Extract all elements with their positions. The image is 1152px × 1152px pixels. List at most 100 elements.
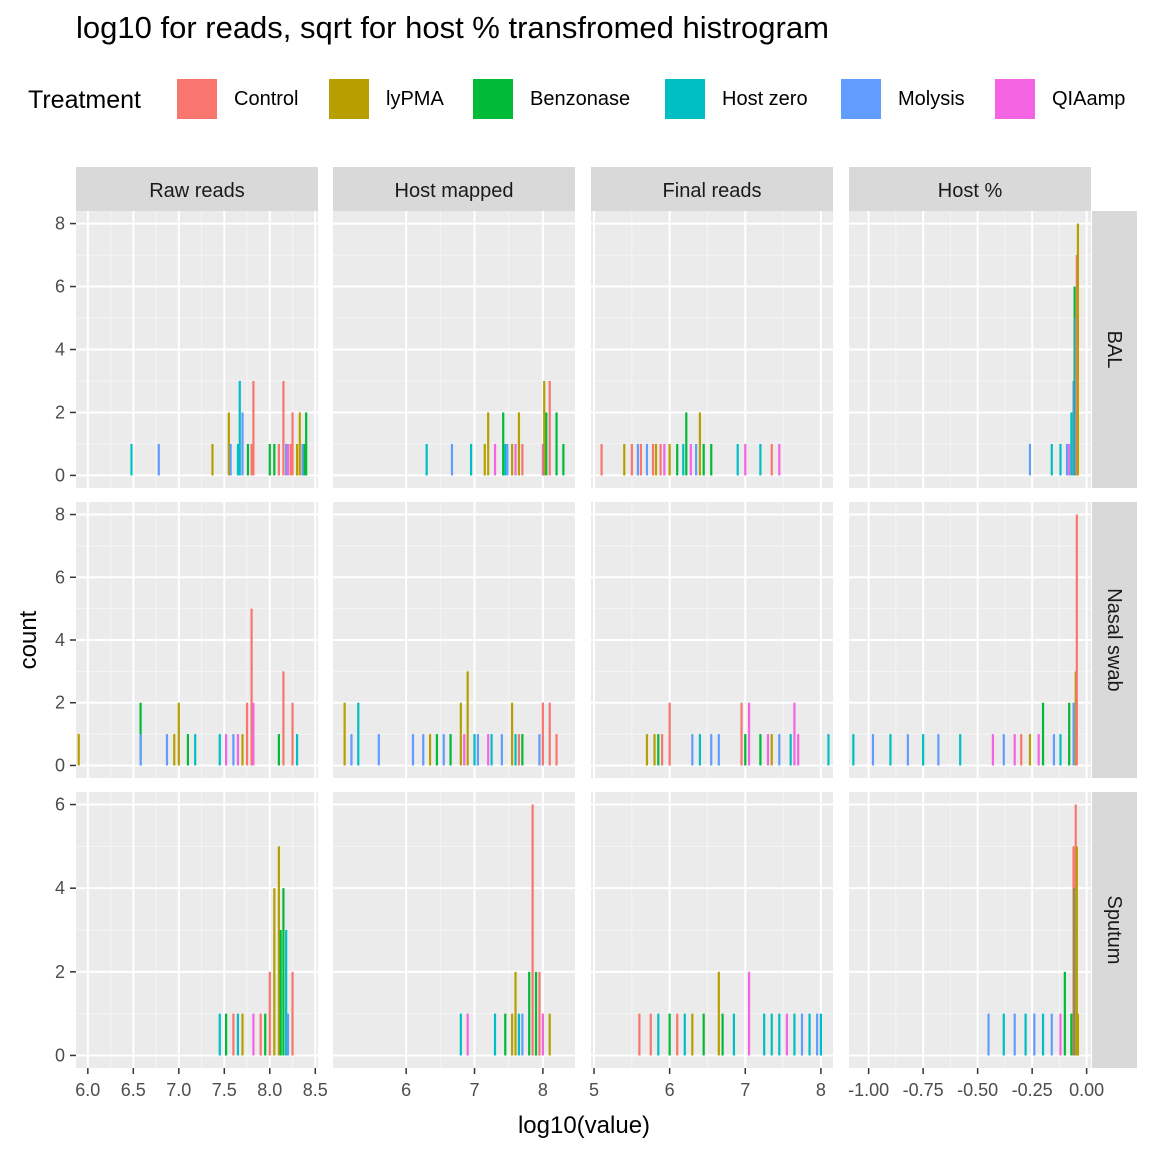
y-tick-label: 8 bbox=[55, 505, 65, 525]
histogram-bar bbox=[442, 734, 445, 766]
histogram-bar bbox=[295, 443, 299, 476]
histogram-bar bbox=[493, 443, 497, 476]
histogram-bar bbox=[282, 671, 285, 766]
histogram-bar bbox=[702, 443, 705, 476]
x-tick-label: 8.0 bbox=[257, 1080, 282, 1100]
histogram-bar bbox=[521, 443, 524, 476]
histogram-bar bbox=[252, 380, 255, 476]
histogram-bar bbox=[473, 734, 476, 766]
histogram-bar bbox=[476, 734, 480, 766]
histogram-bar bbox=[250, 608, 253, 766]
y-tick-label: 4 bbox=[55, 340, 65, 360]
x-tick-label: 6.5 bbox=[121, 1080, 146, 1100]
y-tick-label: 6 bbox=[55, 795, 65, 815]
histogram-bar bbox=[422, 734, 425, 766]
histogram-bar bbox=[268, 971, 271, 1056]
histogram-bar bbox=[528, 971, 531, 1056]
histogram-bar bbox=[1052, 734, 1056, 766]
histogram-bar bbox=[291, 971, 294, 1056]
histogram-bar bbox=[232, 734, 235, 766]
histogram-bar bbox=[1076, 223, 1080, 476]
x-tick-label: -0.50 bbox=[957, 1080, 998, 1100]
histogram-bar bbox=[717, 734, 720, 766]
histogram-bar bbox=[459, 1013, 462, 1056]
x-tick-label: -0.75 bbox=[903, 1080, 944, 1100]
histogram-bar bbox=[236, 1013, 240, 1056]
histogram-bar bbox=[301, 443, 304, 476]
histogram-bar bbox=[245, 702, 249, 766]
histogram-bar bbox=[531, 804, 534, 1056]
histogram-bar bbox=[668, 702, 671, 766]
histogram-bar bbox=[543, 380, 546, 476]
histogram-bar bbox=[654, 443, 658, 476]
histogram-bar bbox=[691, 1013, 694, 1056]
histogram-bar bbox=[246, 443, 250, 476]
histogram-bar bbox=[852, 734, 855, 766]
histogram-bar bbox=[259, 1013, 262, 1056]
histogram-bar bbox=[305, 412, 308, 476]
histogram-bar bbox=[685, 412, 688, 476]
histogram-bar bbox=[763, 1013, 766, 1056]
histogram-bar bbox=[466, 671, 469, 766]
histogram-bar bbox=[541, 443, 544, 476]
histogram-bar bbox=[411, 734, 415, 766]
histogram-bar bbox=[1013, 734, 1016, 766]
histogram-bar bbox=[463, 734, 466, 766]
histogram-bar bbox=[906, 734, 909, 766]
histogram-bar bbox=[1075, 514, 1078, 766]
histogram-bar bbox=[759, 443, 762, 476]
x-tick-label: 8 bbox=[538, 1080, 548, 1100]
histogram-bar bbox=[600, 443, 603, 476]
histogram-bar bbox=[517, 734, 521, 766]
y-tick-label: 6 bbox=[55, 277, 65, 297]
histogram-bar bbox=[218, 1013, 221, 1056]
histogram-bar bbox=[1028, 443, 1032, 476]
histogram-bar bbox=[538, 971, 541, 1056]
histogram-bar bbox=[785, 1013, 788, 1056]
histogram-bar bbox=[871, 734, 875, 766]
histogram-bar bbox=[683, 1013, 686, 1056]
histogram-bar bbox=[487, 734, 490, 766]
histogram-bar bbox=[1059, 734, 1062, 766]
histogram-bar bbox=[157, 443, 160, 476]
histogram-bar bbox=[511, 1013, 514, 1056]
histogram-bar bbox=[676, 443, 679, 476]
histogram-bar bbox=[778, 443, 781, 476]
histogram-bar bbox=[541, 702, 544, 766]
histogram-bar bbox=[889, 734, 892, 766]
histogram-bar bbox=[273, 443, 276, 476]
y-tick-label: 6 bbox=[55, 567, 65, 587]
histogram-bar bbox=[736, 443, 739, 476]
histogram-bar bbox=[227, 412, 230, 476]
histogram-bar bbox=[800, 1013, 804, 1056]
histogram-bar bbox=[548, 1013, 551, 1056]
facet-strip bbox=[76, 167, 318, 211]
histogram-bar bbox=[77, 734, 80, 766]
legend-label: Host zero bbox=[722, 88, 808, 110]
histogram-bar bbox=[502, 412, 505, 476]
histogram-bar bbox=[291, 702, 294, 766]
histogram-bar bbox=[819, 1013, 822, 1056]
histogram-bar bbox=[298, 412, 301, 476]
histogram-bar bbox=[653, 734, 656, 766]
histogram-bar bbox=[514, 443, 517, 476]
histogram-bar bbox=[236, 443, 240, 476]
histogram-bar bbox=[264, 1013, 267, 1056]
histogram-bar bbox=[1041, 702, 1045, 766]
histogram-bar bbox=[645, 443, 649, 476]
histogram-bar bbox=[657, 734, 660, 766]
histogram-bar bbox=[1068, 443, 1071, 476]
histogram-bar bbox=[139, 734, 142, 766]
histogram-bar bbox=[504, 443, 507, 476]
y-tick-label: 2 bbox=[55, 402, 65, 422]
legend-title: Treatment bbox=[28, 86, 142, 114]
histogram-bar bbox=[241, 734, 244, 766]
histogram-bar bbox=[295, 734, 299, 766]
histogram-bar bbox=[511, 443, 514, 476]
legend-label: Control bbox=[234, 88, 299, 110]
y-tick-label: 4 bbox=[55, 878, 65, 898]
histogram-bar bbox=[514, 734, 517, 766]
histogram-bar bbox=[291, 412, 294, 476]
histogram-bar bbox=[1068, 702, 1071, 766]
x-tick-label: -0.25 bbox=[1012, 1080, 1053, 1100]
